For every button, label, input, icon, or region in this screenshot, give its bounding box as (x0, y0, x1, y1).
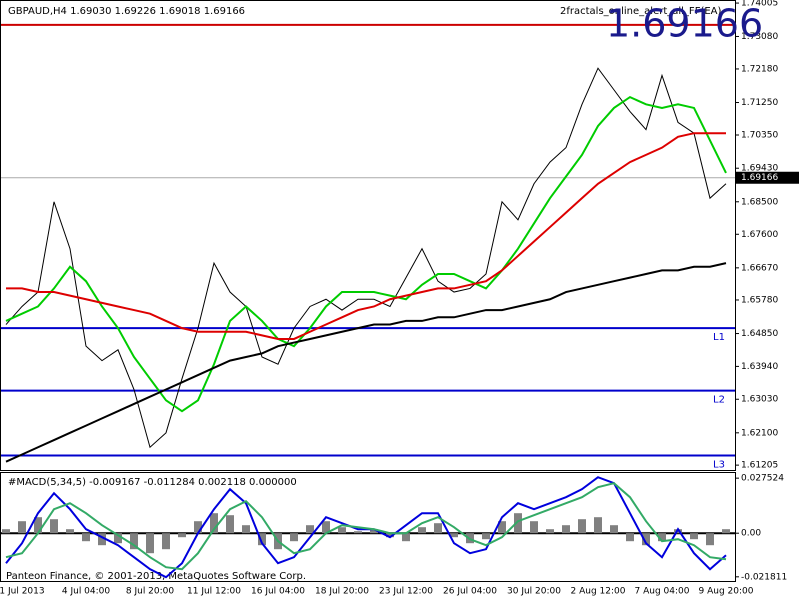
histogram-bar (594, 517, 602, 534)
histogram-bar (482, 533, 490, 540)
x-tick-label: 26 Jul 04:00 (443, 587, 497, 597)
histogram-bar (226, 515, 234, 534)
current-price-box (735, 171, 799, 184)
x-tick-label: 7 Aug 04:00 (635, 587, 690, 597)
histogram-bar (306, 525, 314, 534)
histogram-bar (546, 529, 554, 534)
level-label: L2 (713, 395, 725, 406)
histogram-bar (578, 519, 586, 534)
histogram-bar (258, 533, 266, 546)
signal-line (5, 482, 727, 571)
x-tick-label: 30 Jul 20:00 (507, 587, 561, 597)
histogram-bar (722, 529, 730, 534)
histogram-bar (434, 523, 442, 534)
histogram-bar (322, 521, 330, 534)
y-tick-label: 1.69430 (741, 164, 778, 174)
x-tick-label: 23 Jul 12:00 (379, 587, 433, 597)
histogram-bar (98, 533, 106, 546)
histogram-bar (18, 521, 26, 534)
histogram-bar (354, 531, 362, 534)
histogram-bar (162, 533, 170, 550)
copyright: Panteon Finance, © 2001-2013, MetaQuotes… (6, 571, 306, 582)
histogram-bar (370, 529, 378, 534)
y-tick-label: 1.64850 (741, 329, 778, 339)
y-tick-label: 1.73080 (741, 32, 778, 42)
y-tick-label: 1.70350 (741, 131, 778, 141)
histogram-bar (562, 525, 570, 534)
y-tick-label: 1.66670 (741, 263, 778, 273)
y-tick-label: -0.021811 (741, 572, 787, 582)
current-price-label: 1.69166 (741, 173, 778, 183)
histogram-bar (242, 525, 250, 534)
y-tick-label: 1.74005 (741, 0, 778, 9)
moving-average (6, 132, 726, 340)
histogram-bar (610, 525, 618, 534)
histogram-bar (706, 533, 714, 546)
moving-average (5, 95, 727, 413)
histogram-bar (210, 513, 218, 534)
y-tick-label: 1.62100 (741, 428, 778, 438)
price-line (5, 67, 727, 449)
main-panel-frame (0, 0, 736, 471)
y-tick-label: 1.61205 (741, 461, 778, 471)
histogram-bar (498, 521, 506, 534)
histogram-bar (146, 533, 154, 554)
y-tick-label: 1.72180 (741, 64, 778, 74)
x-tick-label: 9 Aug 20:00 (699, 587, 754, 597)
x-tick-label: 2 Aug 12:00 (571, 587, 626, 597)
histogram-bar (626, 533, 634, 542)
histogram-bar (690, 533, 698, 540)
histogram-bar (530, 521, 538, 534)
histogram-bar (66, 529, 74, 534)
big-price: 1.69166 (606, 2, 763, 46)
histogram-bar (34, 517, 42, 534)
histogram-bar (642, 533, 650, 546)
histogram-bar (178, 533, 186, 538)
y-tick-label: 1.71250 (741, 98, 778, 108)
y-tick-label: 0.00 (741, 529, 761, 539)
histogram-bar (402, 533, 410, 542)
histogram-bar (514, 513, 522, 534)
y-tick-label: 1.65780 (741, 295, 778, 305)
level-label: L1 (713, 332, 725, 343)
moving-average (5, 262, 727, 463)
x-tick-label: 11 Jul 12:00 (187, 587, 241, 597)
histogram-bar (82, 533, 90, 542)
histogram-bar (194, 521, 202, 534)
y-tick-label: 1.68500 (741, 197, 778, 207)
histogram-bar (450, 533, 458, 538)
y-tick-label: 0.027524 (741, 474, 784, 484)
macd-title: #MACD(5,34,5) -0.009167 -0.011284 0.0021… (8, 477, 297, 488)
symbol-info: GBPAUD,H4 1.69030 1.69226 1.69018 1.6916… (8, 6, 245, 17)
histogram-bar (418, 527, 426, 534)
histogram-bar (386, 533, 394, 538)
macd-panel-frame (0, 472, 736, 582)
histogram-bar (658, 533, 666, 542)
histogram-bar (114, 533, 122, 544)
histogram-bar (290, 533, 298, 542)
histogram-bar (50, 519, 58, 534)
y-tick-label: 1.63940 (741, 362, 778, 372)
histogram-bar (2, 529, 10, 534)
y-tick-label: 1.63030 (741, 395, 778, 405)
x-tick-label: 16 Jul 04:00 (251, 587, 305, 597)
histogram-bar (338, 527, 346, 534)
x-tick-label: 1 Jul 2013 (0, 587, 45, 597)
y-tick-label: 1.67600 (741, 230, 778, 240)
histogram-bar (130, 533, 138, 550)
ea-name: 2fractals_online_alert_all_FF(EA) (560, 6, 722, 17)
x-tick-label: 18 Jul 20:00 (315, 587, 369, 597)
x-tick-label: 4 Jul 04:00 (62, 587, 111, 597)
x-tick-label: 8 Jul 20:00 (126, 587, 175, 597)
level-label: L3 (713, 460, 725, 471)
